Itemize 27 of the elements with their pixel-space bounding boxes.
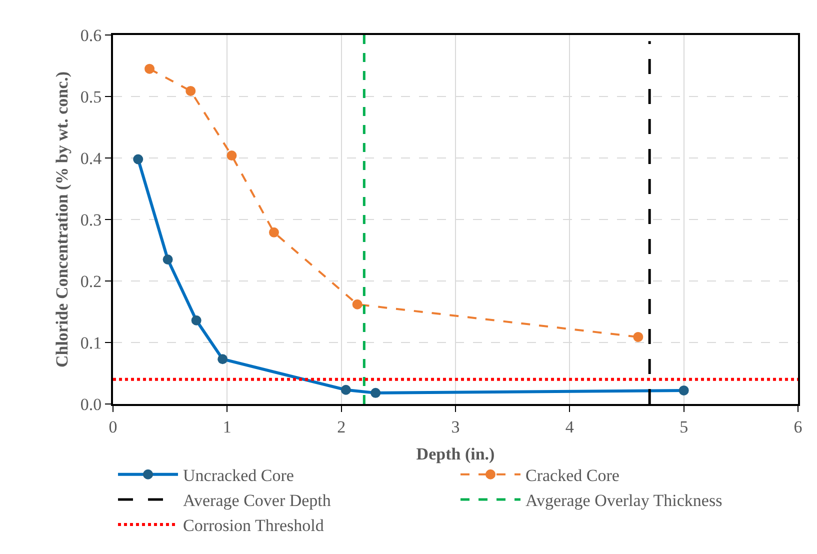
- point: [633, 332, 644, 342]
- x-tick-label: 6: [794, 417, 802, 436]
- y-tick-label: 0.0: [80, 394, 102, 414]
- x-tick-label: 1: [222, 417, 232, 436]
- legend-label: Avgerage Overlay Thickness: [526, 491, 722, 510]
- y-tick-label: 0.5: [80, 87, 102, 106]
- point: [186, 86, 196, 96]
- y-tick-label: 0.2: [80, 272, 102, 291]
- y-tick-label: 0.3: [80, 210, 102, 230]
- y-axis-title: Chloride Concentration (% by wt. conc.): [52, 71, 72, 368]
- point: [144, 64, 155, 74]
- x-tick-label: 5: [680, 417, 688, 436]
- x-axis-title: Depth (in.): [416, 444, 495, 464]
- legend-label: Average Cover Depth: [183, 491, 332, 510]
- x-tick-label: 4: [565, 417, 574, 436]
- y-tick-label: 0.6: [80, 26, 102, 45]
- point: [352, 299, 362, 310]
- point: [226, 150, 237, 161]
- legend-label: Cracked Core: [526, 466, 620, 485]
- x-tick-label: 0: [108, 417, 118, 436]
- y-tick-label: 0.1: [80, 333, 102, 352]
- point: [268, 227, 279, 238]
- legend-label: Uncracked Core: [183, 466, 294, 485]
- y-tick-label: 0.4: [80, 148, 102, 168]
- legend-label: Corrosion Threshold: [183, 516, 324, 536]
- x-tick-label: 2: [337, 417, 346, 436]
- x-tick-label: 3: [451, 417, 460, 436]
